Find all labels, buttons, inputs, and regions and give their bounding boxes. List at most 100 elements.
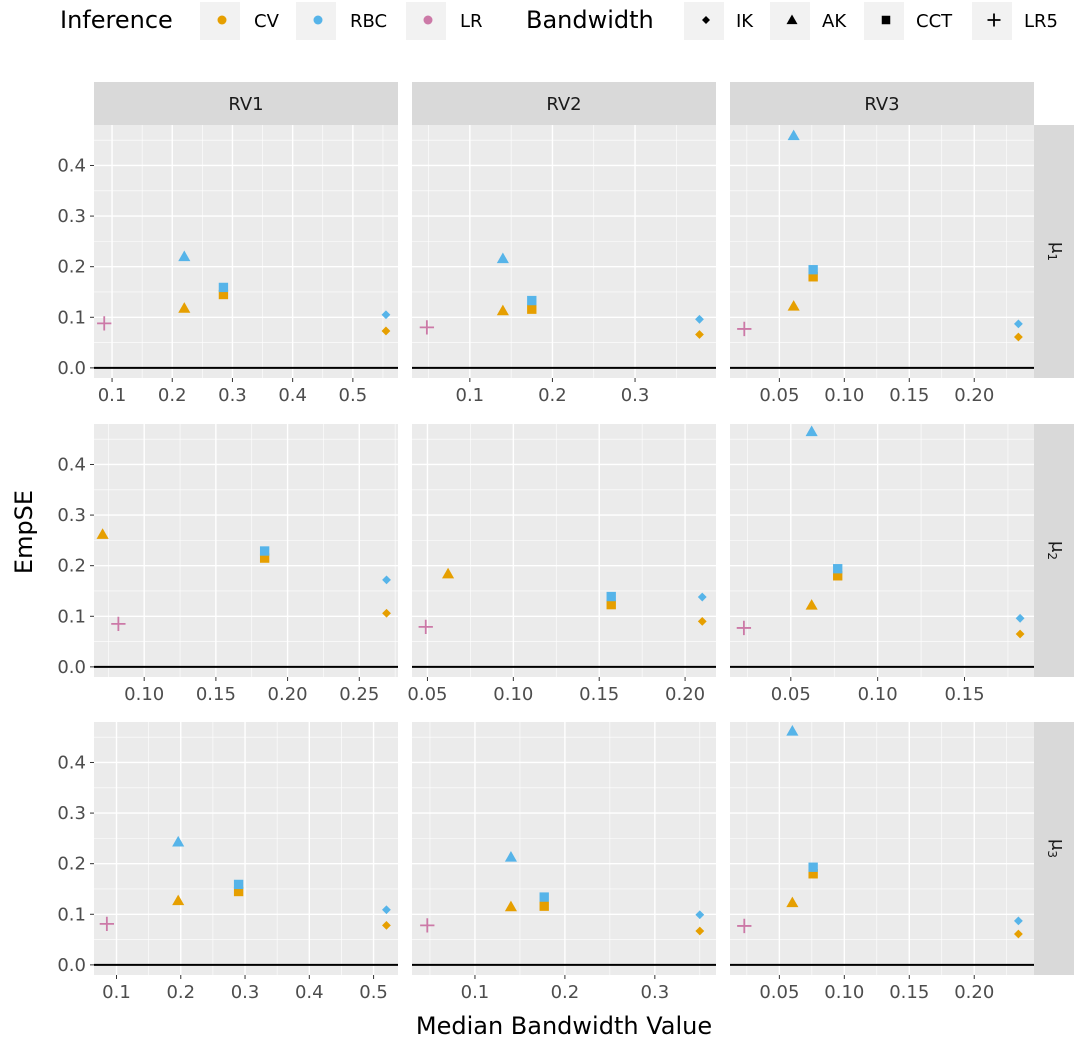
point-cct-rbc: [259, 546, 270, 556]
x-tick-label: 0.3: [641, 982, 670, 1003]
point-ak-cv: [504, 900, 517, 912]
point-cct-cv: [539, 901, 549, 911]
point-ik-rbc: [1014, 916, 1023, 926]
point-ik-rbc: [1014, 319, 1023, 329]
panel: 0.05 0.10 0.15 0.20: [407, 424, 716, 705]
legend-title-inference: Inference: [60, 6, 173, 34]
point-lr5-lr: [97, 316, 112, 331]
panel-background: [412, 125, 716, 378]
y-tick-label: 0.1: [57, 307, 86, 328]
y-tick-label: 0.4: [57, 454, 86, 475]
x-tick-label: 0.05: [759, 385, 799, 406]
point-ik-cv: [382, 608, 391, 618]
panel-background: [94, 125, 398, 378]
column-strip: [94, 82, 398, 125]
panel-background: [94, 722, 398, 975]
point-lr5-lr: [420, 918, 435, 933]
panel: 0.05 0.10 0.15: [730, 424, 1034, 705]
point-cct-cv: [833, 571, 843, 581]
panel-background: [730, 424, 1034, 677]
legend-key-cct: [881, 15, 891, 25]
point-ik-cv: [1014, 332, 1023, 342]
point-cct-rbc: [606, 591, 616, 602]
x-tick-label: 0.2: [538, 385, 567, 406]
legend-title-bandwidth: Bandwidth: [526, 6, 654, 34]
point-ik-rbc: [695, 314, 704, 324]
point-ak-cv: [787, 300, 800, 311]
point-lr5-lr: [737, 918, 752, 934]
y-tick-label: 0.0: [57, 358, 86, 379]
x-tick-label: 0.2: [166, 982, 195, 1003]
column-strip-label: RV1: [228, 94, 263, 115]
x-tick-label: 0.10: [124, 684, 164, 705]
row-strip: [1034, 722, 1074, 975]
point-ak-rbc: [504, 851, 517, 862]
y-tick-label: 0.4: [57, 155, 86, 176]
point-lr5-lr: [736, 620, 752, 636]
point-ak-cv: [96, 528, 109, 539]
point-lr5-lr: [111, 616, 126, 632]
point-ak-cv: [496, 304, 509, 316]
x-tick-label: 0.20: [954, 385, 994, 406]
legend-label-cct: CCT: [916, 11, 953, 32]
panel: 0.1 0.2 0.3 0.4 0.5 0.0 0.1 0.2 0.3 0.4: [57, 722, 398, 1003]
point-ik-cv: [695, 330, 704, 339]
point-cct-cv: [233, 886, 244, 897]
y-tick-label: 0.1: [57, 606, 86, 627]
panel-background: [412, 722, 716, 975]
point-cct-rbc: [539, 892, 549, 902]
point-lr5-lr: [737, 321, 752, 337]
panel-background: [94, 424, 398, 677]
point-cct-rbc: [218, 282, 229, 293]
y-tick-label: 0.3: [57, 206, 86, 227]
x-tick-label: 0.3: [621, 385, 650, 406]
point-ik-rbc: [695, 910, 705, 920]
x-tick-label: 0.05: [759, 982, 799, 1003]
x-tick-label: 0.1: [456, 385, 485, 406]
point-lr5-lr: [99, 916, 115, 932]
x-tick-label: 0.15: [579, 684, 619, 705]
x-tick-label: 0.5: [339, 385, 368, 406]
point-ik-cv: [381, 326, 391, 336]
x-tick-label: 0.3: [231, 982, 260, 1003]
row-strip: [1034, 125, 1074, 378]
point-cct-rbc: [833, 564, 843, 574]
column-strip: [730, 82, 1034, 125]
x-tick-label: 0.10: [824, 385, 864, 406]
point-ik-cv: [1015, 629, 1025, 639]
column-strip-label: RV3: [864, 94, 899, 115]
x-tick-label: 0.1: [461, 982, 490, 1003]
y-tick-label: 0.1: [57, 904, 86, 925]
legend-label-rbc: RBC: [350, 11, 387, 32]
panel: 0.10 0.15 0.20 0.25 0.0 0.1 0.2 0.3 0.4: [57, 424, 398, 705]
legend-key-ak: [786, 14, 798, 25]
x-tick-label: 0.10: [493, 684, 533, 705]
y-tick-label: 0.2: [57, 854, 86, 875]
column-strip-label: RV2: [546, 94, 581, 115]
x-tick-label: 0.20: [954, 982, 994, 1003]
y-axis-title: EmpSE: [10, 490, 38, 574]
x-tick-label: 0.05: [771, 684, 811, 705]
point-ak-rbc: [786, 725, 799, 736]
column-strip: [412, 82, 716, 125]
point-cct-rbc: [233, 879, 244, 890]
point-ik-cv: [697, 616, 707, 626]
x-tick-label: 0.15: [889, 982, 929, 1003]
point-ik-rbc: [382, 905, 391, 915]
point-ak-cv: [172, 894, 185, 906]
y-tick-label: 0.0: [57, 657, 86, 678]
x-tick-label: 0.20: [665, 684, 705, 705]
x-axis-title: Median Bandwidth Value: [416, 1012, 712, 1040]
legend-key-lr: [423, 15, 433, 25]
x-tick-label: 0.15: [889, 385, 929, 406]
y-tick-label: 0.2: [57, 257, 86, 278]
panel: 0.05 0.10 0.15 0.20: [730, 125, 1034, 406]
x-tick-label: 0.20: [268, 684, 308, 705]
x-tick-label: 0.5: [359, 982, 388, 1003]
legend-key-lr5: [987, 13, 1001, 27]
point-ak-rbc: [496, 252, 509, 264]
y-tick-label: 0.3: [57, 505, 86, 526]
y-tick-label: 0.4: [57, 752, 86, 773]
x-tick-label: 0.10: [858, 684, 898, 705]
